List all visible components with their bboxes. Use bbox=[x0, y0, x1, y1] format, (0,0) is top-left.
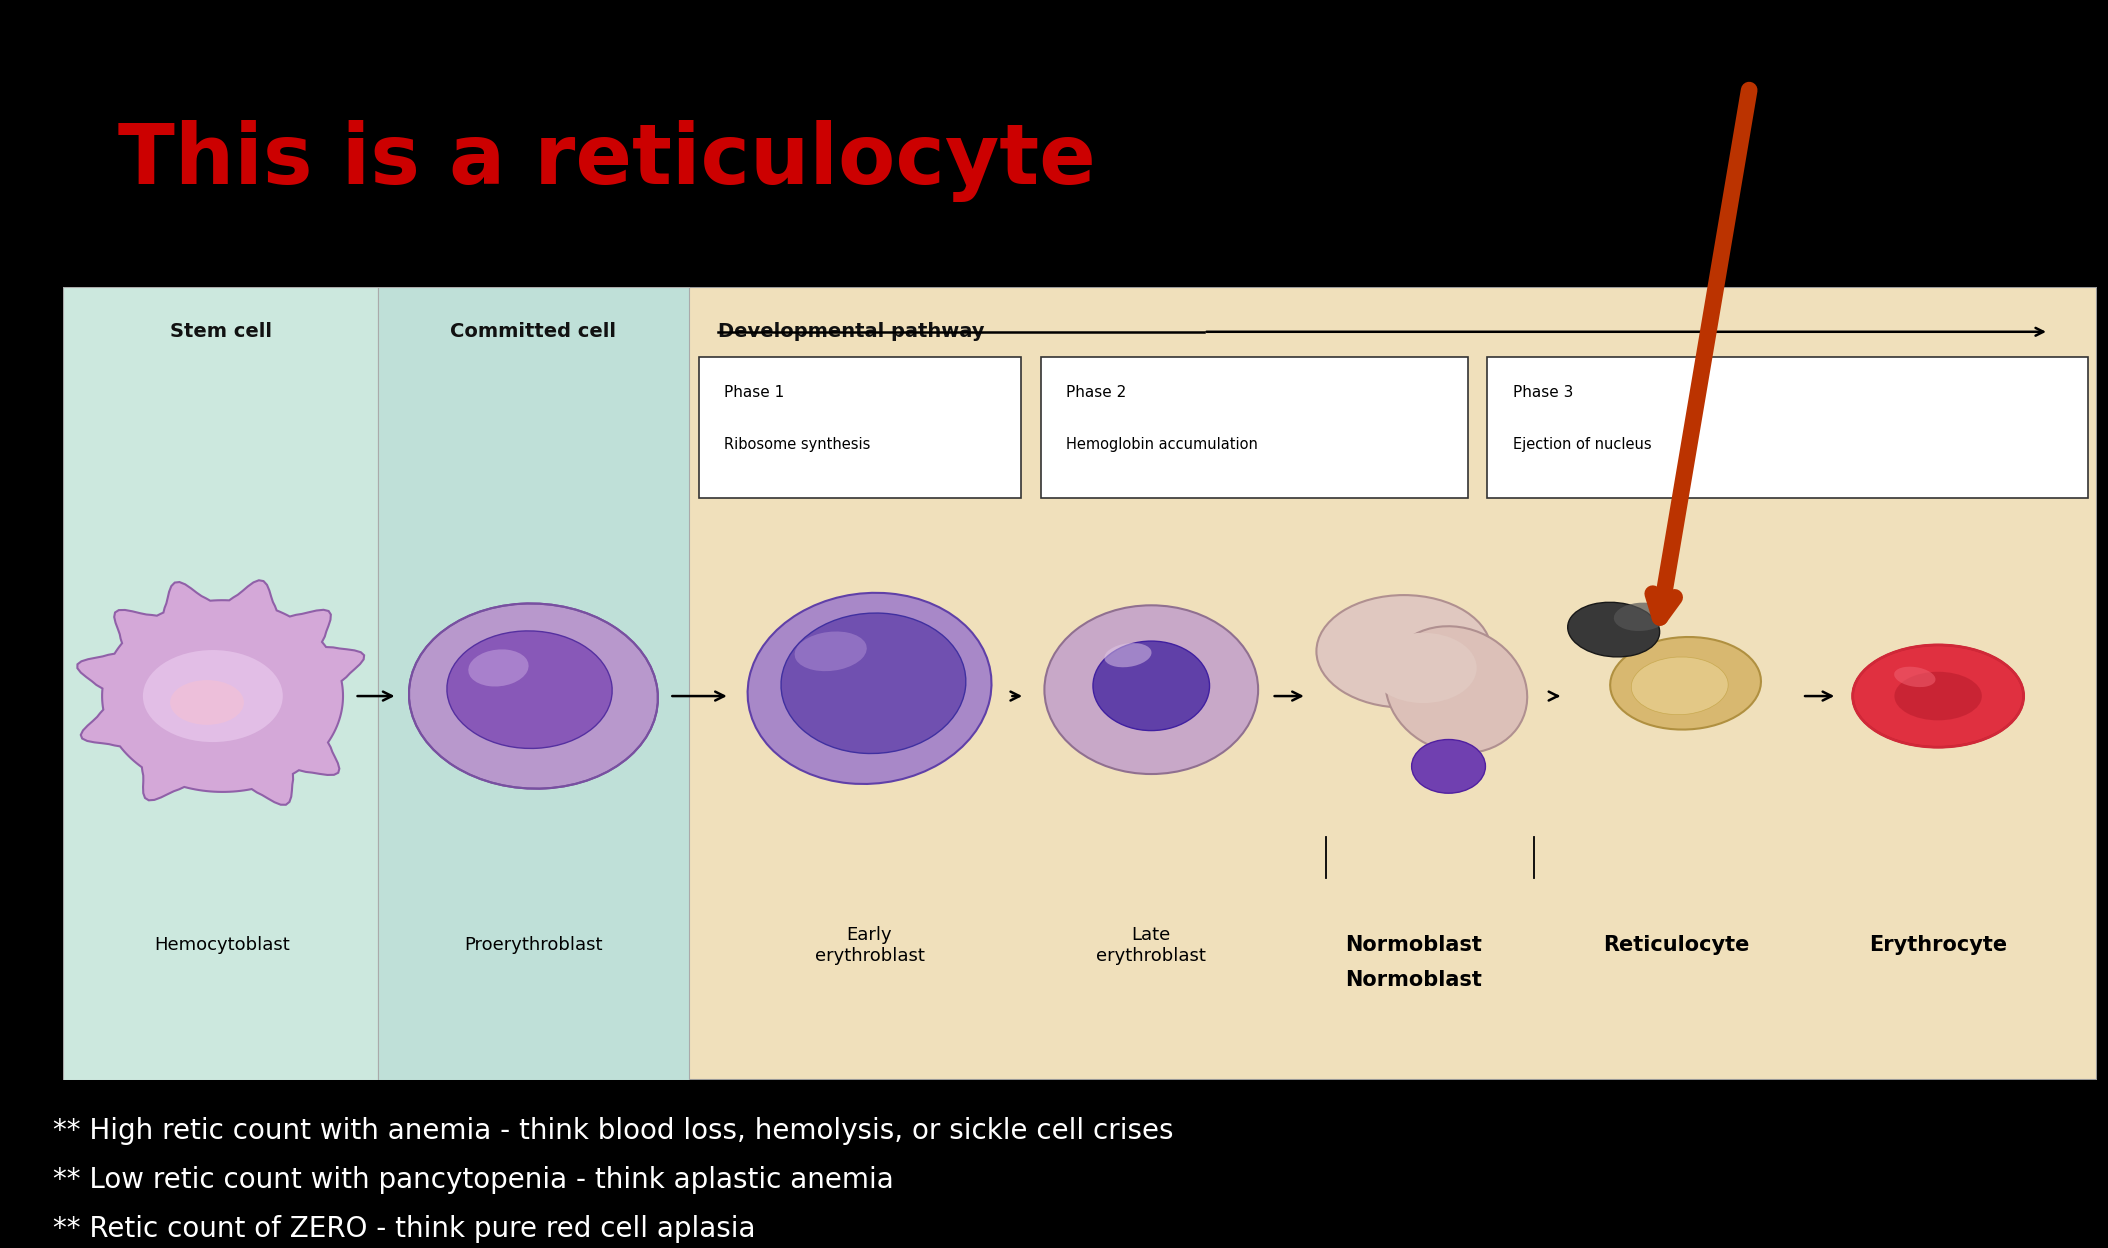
Text: Stem cell: Stem cell bbox=[169, 322, 272, 341]
Bar bbox=[1041, 357, 1467, 498]
Ellipse shape bbox=[1632, 656, 1729, 715]
Ellipse shape bbox=[1853, 645, 2024, 748]
Ellipse shape bbox=[1895, 666, 1935, 688]
Text: Proerythroblast: Proerythroblast bbox=[464, 936, 603, 955]
Ellipse shape bbox=[1043, 605, 1258, 774]
Ellipse shape bbox=[1370, 633, 1478, 703]
Ellipse shape bbox=[1105, 643, 1151, 668]
Bar bbox=[698, 357, 1020, 498]
Text: Developmental pathway: Developmental pathway bbox=[719, 322, 984, 341]
Ellipse shape bbox=[1315, 595, 1490, 708]
Text: ** Retic count of ZERO - think pure red cell aplasia: ** Retic count of ZERO - think pure red … bbox=[53, 1214, 755, 1243]
Text: This is a reticulocyte: This is a reticulocyte bbox=[118, 120, 1096, 202]
Bar bbox=[1488, 357, 2087, 498]
Polygon shape bbox=[78, 580, 365, 805]
Ellipse shape bbox=[782, 613, 965, 754]
Bar bbox=[63, 287, 377, 1080]
Text: Hemocytoblast: Hemocytoblast bbox=[154, 936, 291, 955]
Ellipse shape bbox=[1568, 603, 1659, 656]
Text: Ribosome synthesis: Ribosome synthesis bbox=[723, 437, 871, 452]
Text: Phase 2: Phase 2 bbox=[1067, 386, 1126, 401]
Text: Late
erythroblast: Late erythroblast bbox=[1096, 926, 1206, 965]
Ellipse shape bbox=[1412, 740, 1486, 794]
Ellipse shape bbox=[795, 631, 866, 671]
Text: ** Low retic count with pancytopenia - think aplastic anemia: ** Low retic count with pancytopenia - t… bbox=[53, 1166, 894, 1194]
Ellipse shape bbox=[748, 593, 991, 784]
Ellipse shape bbox=[1615, 603, 1667, 631]
Text: Phase 3: Phase 3 bbox=[1514, 386, 1573, 401]
Bar bbox=[377, 287, 689, 1080]
Ellipse shape bbox=[1092, 641, 1210, 730]
Text: Ejection of nucleus: Ejection of nucleus bbox=[1514, 437, 1651, 452]
Ellipse shape bbox=[171, 680, 245, 725]
Text: Normoblast: Normoblast bbox=[1345, 970, 1482, 990]
Text: ** High retic count with anemia - think blood loss, hemolysis, or sickle cell cr: ** High retic count with anemia - think … bbox=[53, 1117, 1174, 1146]
Ellipse shape bbox=[468, 649, 529, 686]
Text: Reticulocyte: Reticulocyte bbox=[1602, 935, 1750, 955]
Ellipse shape bbox=[409, 604, 658, 789]
Ellipse shape bbox=[143, 650, 282, 743]
Text: Erythrocyte: Erythrocyte bbox=[1870, 935, 2007, 955]
Text: Early
erythroblast: Early erythroblast bbox=[814, 926, 925, 965]
Text: Committed cell: Committed cell bbox=[451, 322, 616, 341]
Ellipse shape bbox=[447, 631, 611, 749]
Ellipse shape bbox=[1611, 636, 1760, 730]
Text: Hemoglobin accumulation: Hemoglobin accumulation bbox=[1067, 437, 1258, 452]
Ellipse shape bbox=[1895, 671, 1982, 720]
Text: Normoblast: Normoblast bbox=[1345, 935, 1482, 955]
Ellipse shape bbox=[1385, 626, 1526, 753]
Text: Phase 1: Phase 1 bbox=[723, 386, 784, 401]
